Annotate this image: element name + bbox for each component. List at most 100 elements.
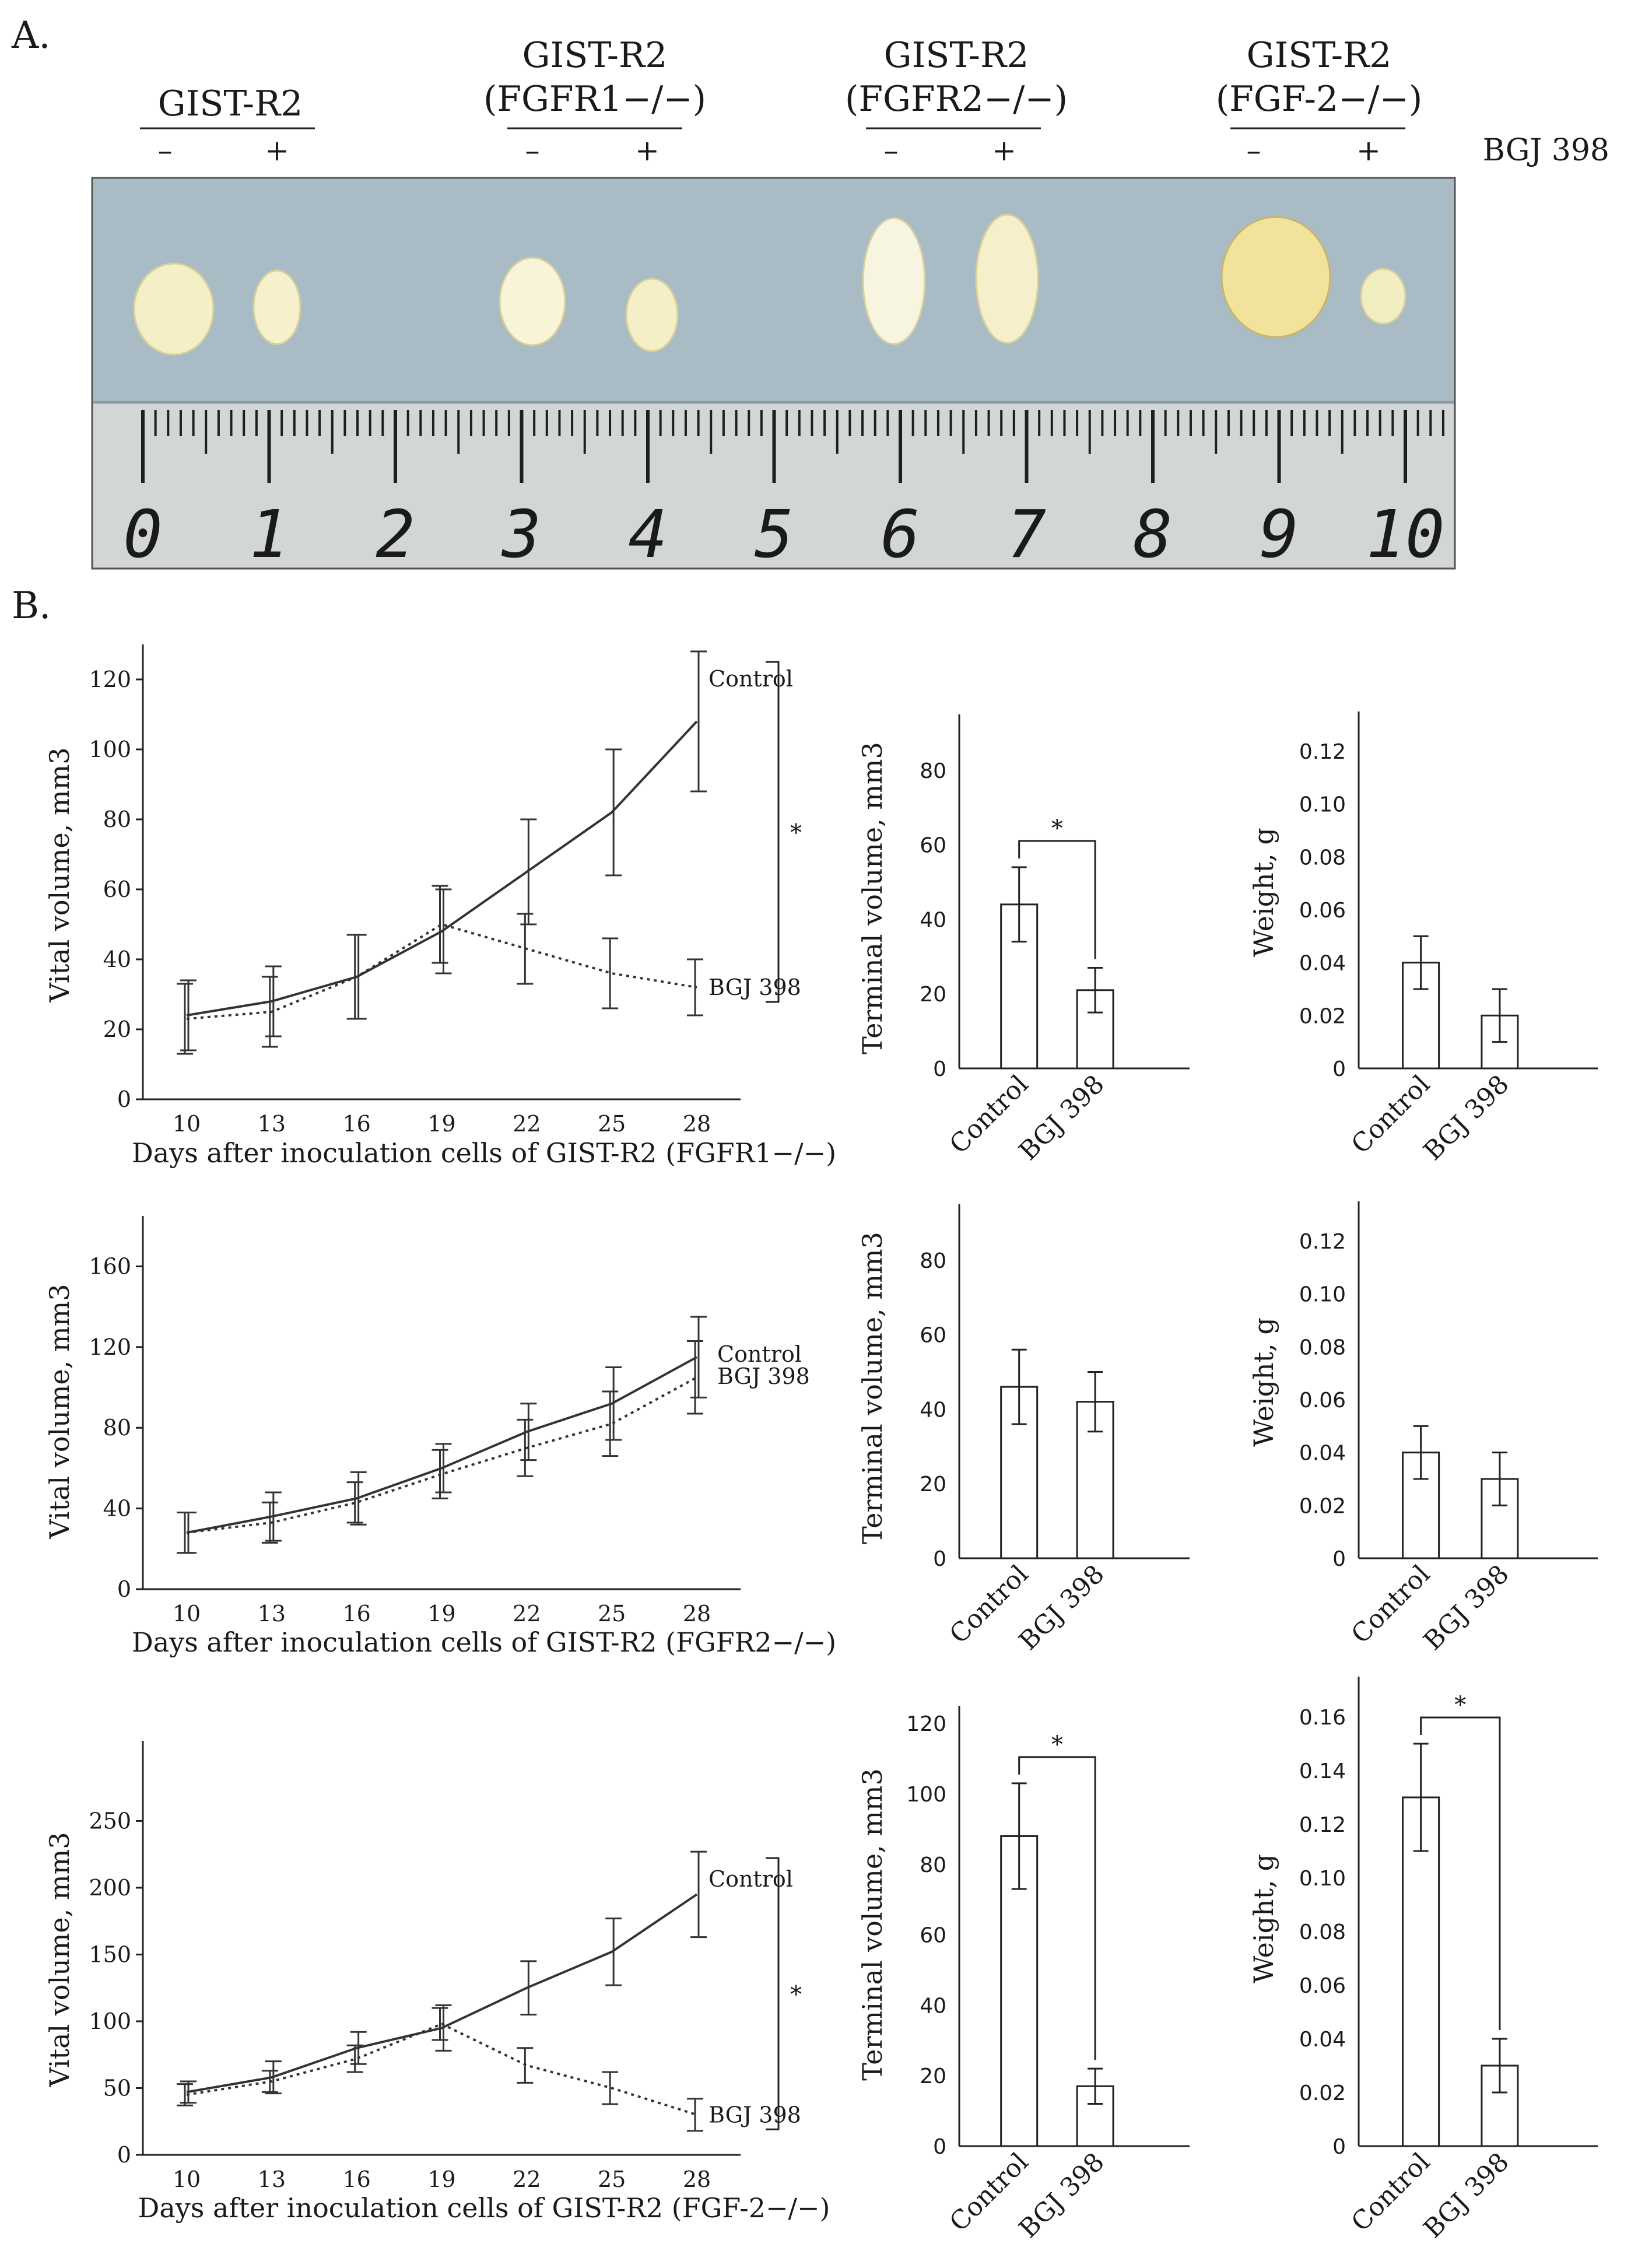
group-2-minus: – — [525, 134, 540, 167]
legend-bgj398: BGJ 398 — [708, 2102, 801, 2127]
y-tick-label: 60 — [103, 877, 131, 902]
legend-control: Control — [708, 666, 793, 692]
series-line-bgj398 — [186, 2022, 697, 2116]
series-line-bgj398 — [186, 1376, 697, 1534]
y-tick-label: 80 — [103, 1415, 131, 1440]
ruler-number: 9 — [1260, 497, 1299, 573]
y-tick-label: 0 — [933, 2135, 946, 2159]
significance-star: * — [1051, 1731, 1063, 1758]
ruler-number: 6 — [881, 497, 920, 573]
significance-bracket — [766, 1857, 780, 2130]
significance-bracket — [1018, 840, 1096, 959]
y-tick-label: 0.12 — [1299, 1230, 1346, 1254]
y-tick-label: 0.08 — [1299, 1335, 1346, 1359]
x-tick-label: 19 — [427, 1601, 455, 1626]
y-tick-label: 40 — [920, 908, 946, 932]
tumor-gist-bgj — [252, 269, 301, 345]
y-tick-label: 120 — [89, 1334, 131, 1360]
significance-star: * — [790, 820, 802, 847]
x-axis-label: Days after inoculation cells of GIST-R2 … — [132, 1137, 836, 1169]
x-axis-label: Days after inoculation cells of GIST-R2 … — [132, 1626, 836, 1658]
y-tick-label: 0 — [1332, 1057, 1346, 1081]
y-tick-label: 20 — [920, 1473, 946, 1496]
legend-bgj398: BGJ 398 — [708, 974, 801, 1000]
y-tick-label: 20 — [103, 1016, 131, 1042]
ruler-number: 5 — [755, 497, 794, 573]
y-tick-label: 0 — [933, 1057, 946, 1081]
chart-row2-line: Vital volume, mm3 Days after inoculation… — [44, 1216, 836, 1658]
ruler-number: 4 — [628, 497, 667, 573]
group-2-title-line1: GIST-R2 — [522, 35, 668, 76]
y-axis-label: Weight, g — [1248, 1854, 1279, 1983]
category-label: BGJ 398 — [1013, 1070, 1110, 1166]
y-tick-label: 0.02 — [1299, 1004, 1346, 1028]
y-tick-label: 0.16 — [1299, 1706, 1346, 1730]
y-tick-label: 0.08 — [1299, 846, 1346, 870]
y-tick-label: 0.04 — [1299, 1442, 1346, 1466]
chart-row3-terminal-volume: Terminal volume, mm3 020406080100120Cont… — [857, 1706, 1190, 2244]
x-tick-label: 10 — [173, 1111, 201, 1137]
sample-group-4: GIST-R2 (FGF-2−/−) – + — [1216, 35, 1423, 167]
y-tick-label: 100 — [89, 737, 131, 762]
ruler-number: 8 — [1133, 497, 1172, 573]
sample-group-2: GIST-R2 (FGFR1−/−) – + — [483, 35, 706, 167]
panel-b-label: B. — [12, 584, 51, 628]
y-tick-label: 160 — [89, 1253, 131, 1279]
ruler-numbers: 0 1 2 3 4 5 6 7 8 9 10 — [123, 497, 1444, 573]
y-tick-label: 80 — [920, 1249, 946, 1273]
group-1-plus: + — [265, 134, 289, 167]
sample-group-3: GIST-R2 (FGFR2−/−) – + — [845, 35, 1068, 167]
group-4-minus: – — [1247, 134, 1261, 167]
significance-bracket — [1018, 1756, 1096, 2060]
group-3-minus: – — [884, 134, 899, 167]
group-4-title-line2: (FGF-2−/−) — [1216, 79, 1423, 120]
ruler-number: 1 — [250, 497, 289, 573]
tumor-fgf2-bgj — [1360, 268, 1406, 325]
y-tick-label: 0 — [1332, 2135, 1346, 2159]
y-tick-label: 150 — [89, 1941, 131, 1967]
chart-row2-terminal-volume: Terminal volume, mm3 020406080ControlBGJ… — [857, 1204, 1190, 1656]
y-tick-label: 120 — [906, 1712, 946, 1736]
x-tick-label: 16 — [342, 2167, 370, 2192]
y-tick-label: 40 — [920, 1398, 946, 1422]
y-tick-label: 0.10 — [1299, 793, 1346, 817]
y-tick-label: 0.04 — [1299, 2028, 1346, 2052]
bar-bgj398 — [1481, 2064, 1519, 2147]
sample-group-1: GIST-R2 – + — [140, 83, 315, 167]
x-axis-label: Days after inoculation cells of GIST-R2 … — [138, 2192, 830, 2224]
y-axis-label: Vital volume, mm3 — [44, 1832, 75, 2088]
y-tick-label: 0.10 — [1299, 1867, 1346, 1891]
tumor-fgfr2-bgj — [975, 213, 1039, 344]
y-tick-label: 80 — [920, 759, 946, 783]
y-tick-label: 0 — [117, 1576, 131, 1602]
group-2-title-line2: (FGFR1−/−) — [483, 79, 706, 120]
y-tick-label: 0.06 — [1299, 1389, 1346, 1412]
group-3-plus: + — [992, 134, 1016, 167]
y-axis-label: Weight, g — [1248, 828, 1279, 957]
category-label: BGJ 398 — [1418, 1559, 1515, 1656]
category-label: BGJ 398 — [1418, 1070, 1515, 1166]
y-tick-label: 20 — [920, 2064, 946, 2088]
y-tick-label: 40 — [920, 1994, 946, 2018]
group-3-title-line2: (FGFR2−/−) — [845, 79, 1068, 120]
y-tick-label: 0.10 — [1299, 1283, 1346, 1307]
ruler-number: 0 — [123, 497, 162, 573]
significance-bracket — [766, 661, 780, 1003]
y-tick-label: 0.08 — [1299, 1920, 1346, 1944]
y-tick-label: 60 — [920, 1324, 946, 1348]
x-tick-label: 28 — [683, 2167, 711, 2192]
tumor-photo: 0 1 2 3 4 5 6 7 8 9 10 — [91, 177, 1456, 573]
chart-row1-weight: Weight, g 00.020.040.060.080.100.12Contr… — [1248, 711, 1598, 1166]
x-tick-label: 22 — [513, 1111, 541, 1137]
y-tick-label: 60 — [920, 1924, 946, 1948]
y-tick-label: 100 — [906, 1783, 946, 1807]
y-tick-label: 0.12 — [1299, 1813, 1346, 1837]
y-tick-label: 120 — [89, 667, 131, 692]
y-tick-label: 40 — [103, 1496, 131, 1522]
x-tick-label: 28 — [683, 1601, 711, 1626]
y-tick-label: 0.12 — [1299, 740, 1346, 764]
ruler-number: 2 — [376, 497, 415, 573]
group-2-plus: + — [635, 134, 660, 167]
y-tick-label: 0.14 — [1299, 1759, 1346, 1783]
